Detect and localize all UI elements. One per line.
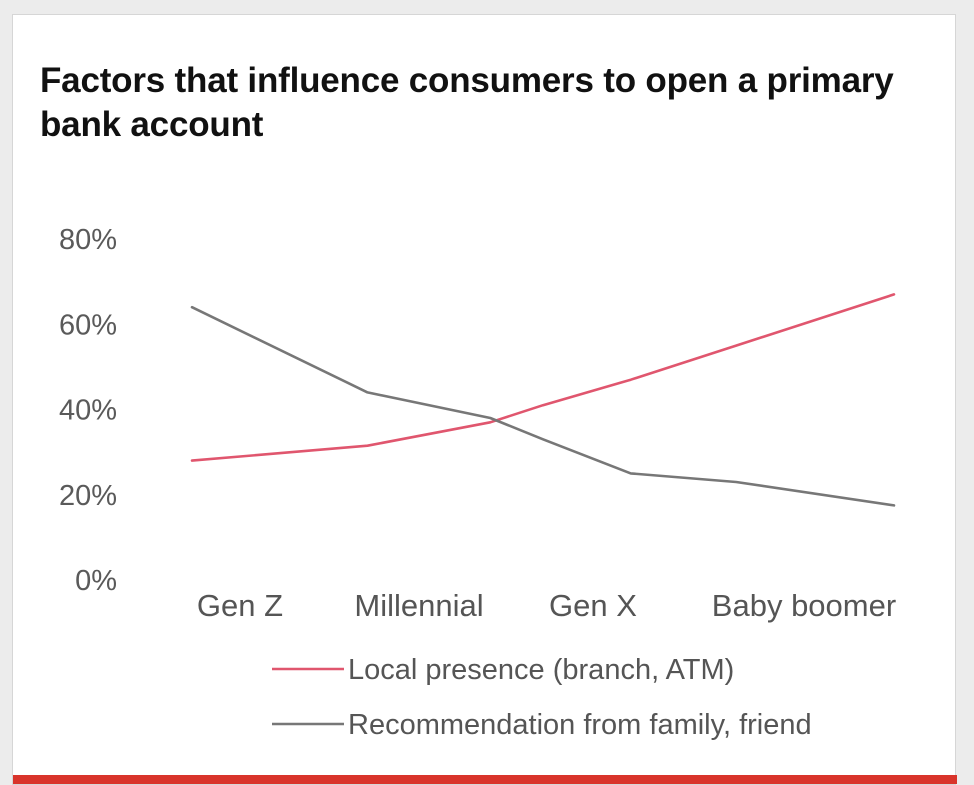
y-tick-label: 80% [59,224,117,256]
y-tick-label: 20% [59,480,117,512]
y-tick-label: 40% [59,395,117,427]
y-tick-label: 0% [75,565,117,597]
legend-label-1: Recommendation from family, friend [348,709,812,741]
legend-label-0: Local presence (branch, ATM) [348,654,734,686]
legend: Local presence (branch, ATM) Recommendati… [272,654,812,741]
x-axis-categories: Gen Z Millennial Gen X Baby boomer [197,588,896,623]
bottom-accent-bar [13,775,957,784]
x-category-label: Baby boomer [712,588,896,623]
x-category-label: Gen Z [197,588,283,623]
x-category-label: Millennial [354,588,483,623]
series-line-1 [190,305,896,507]
series-lines [190,293,896,507]
x-category-label: Gen X [549,588,637,623]
y-tick-label: 60% [59,309,117,341]
series-line-0 [190,293,896,462]
y-axis-ticks: 80% 60% 40% 20% 0% [59,224,117,597]
chart-card: Factors that influence consumers to open… [12,14,957,785]
chart-title: Factors that influence consumers to open… [40,61,894,144]
